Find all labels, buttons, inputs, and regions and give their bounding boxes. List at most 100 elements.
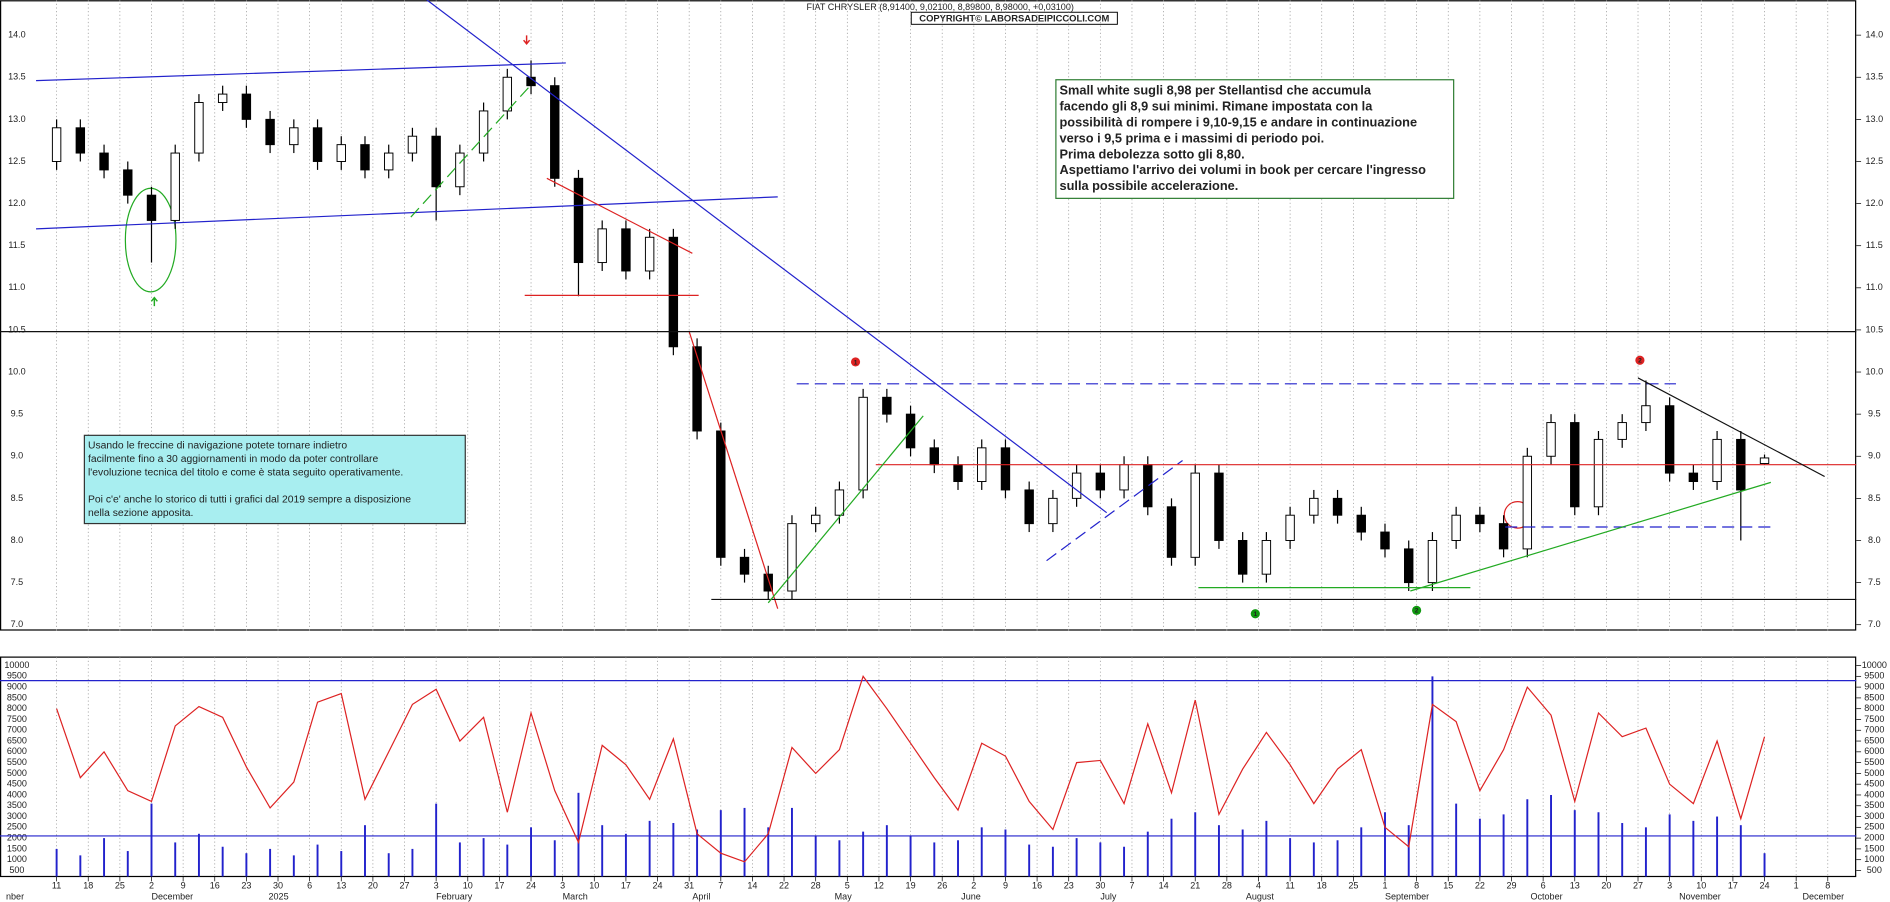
candle-body: [1166, 506, 1177, 558]
month-label: August: [1246, 891, 1275, 901]
y-tick-label: 5000: [7, 768, 27, 778]
y-tick-label: 14.0: [8, 30, 26, 40]
x-tick-label: 17: [621, 881, 631, 891]
note-text: Aspettiamo l'arrivo dei volumi in book p…: [1060, 162, 1427, 177]
x-tick-label: 14: [747, 881, 757, 891]
x-tick-label: 10: [463, 881, 473, 891]
month-label: December: [151, 891, 193, 901]
x-tick-label: 9: [1003, 881, 1008, 891]
candle-body: [1309, 497, 1319, 516]
volume-panel: [0, 656, 1857, 878]
oscillator-line: [56, 675, 1766, 863]
month-label: December: [1802, 891, 1844, 901]
y-tick-label: 12.0: [1866, 198, 1884, 208]
candle-body: [929, 447, 939, 466]
x-tick-label: 1: [1794, 881, 1799, 891]
y-tick-label: 12.5: [8, 156, 26, 166]
x-tick-label: 13: [336, 881, 346, 891]
y-tick-label: 9500: [1864, 671, 1884, 681]
candle-body: [170, 152, 180, 221]
candle-body: [1664, 405, 1675, 474]
chart-title: FIAT CHRYSLER (8,91400, 9,02100, 8,89800…: [806, 2, 1073, 12]
trendline: [767, 415, 924, 604]
x-tick-label: 31: [684, 881, 694, 891]
trendline: [1637, 377, 1825, 478]
y-tick-label: 13.5: [1866, 72, 1884, 82]
y-tick-label: 4000: [7, 789, 27, 799]
x-tick-label: 16: [210, 881, 220, 891]
marker-label: 1: [854, 359, 858, 366]
y-tick-label: 10.5: [8, 324, 26, 334]
y-tick-label: 8.5: [1868, 493, 1881, 503]
y-tick-label: 8.0: [1868, 535, 1881, 545]
candle-body: [1143, 464, 1153, 508]
y-tick-label: 7000: [7, 725, 27, 735]
trendline: [1046, 459, 1183, 562]
candle-body: [51, 127, 62, 162]
y-tick-label: 13.5: [8, 72, 26, 82]
note-text: Usando le freccine di navigazione potete…: [88, 440, 347, 451]
y-tick-label: 2000: [1864, 833, 1884, 843]
y-tick-label: 6500: [1864, 735, 1884, 745]
x-tick-label: 1: [1382, 881, 1387, 891]
month-label: May: [835, 891, 853, 901]
x-tick-label: 14: [1159, 881, 1169, 891]
marker: [1412, 605, 1422, 615]
candle-body: [1380, 531, 1390, 550]
x-tick-label: 12: [874, 881, 884, 891]
y-tick-label: 8500: [7, 692, 27, 702]
candle-body: [763, 573, 773, 592]
candle-body: [75, 127, 86, 154]
x-tick-label: 19: [906, 881, 916, 891]
y-tick-label: 7500: [1864, 714, 1884, 724]
y-tick-label: 7000: [1864, 725, 1884, 735]
y-tick-label: 11.5: [1866, 240, 1883, 250]
x-tick-label: 28: [811, 881, 821, 891]
candle-body: [621, 228, 631, 272]
y-tick-label: 1000: [7, 854, 27, 864]
candle-body: [882, 396, 892, 415]
x-tick-label: 24: [526, 881, 536, 891]
y-tick-label: 2500: [7, 822, 27, 832]
x-tick-label: 17: [1728, 881, 1738, 891]
y-tick-label: 3500: [1864, 800, 1884, 810]
x-tick-label: 27: [399, 881, 409, 891]
y-tick-label: 9.0: [1868, 451, 1881, 461]
y-tick-label: 10.0: [1866, 366, 1884, 376]
candle-body: [1285, 514, 1295, 541]
x-tick-label: 10: [589, 881, 599, 891]
x-tick-label: 3: [1667, 881, 1672, 891]
candle-body: [312, 127, 323, 162]
candle-body: [194, 102, 204, 154]
candle-body: [739, 556, 750, 575]
candle-body: [597, 228, 607, 264]
candle-body: [1000, 447, 1011, 491]
note-box: [1055, 79, 1455, 199]
y-tick-label: 13.0: [8, 114, 26, 124]
x-tick-label: 7: [718, 881, 723, 891]
y-tick-label: 2000: [7, 833, 27, 843]
note-text: sulla possibile accelerazione.: [1060, 178, 1239, 193]
x-tick-label: 25: [1348, 881, 1358, 891]
candle-body: [573, 177, 584, 264]
candle-body: [810, 514, 821, 525]
y-tick-label: 9.0: [11, 451, 24, 461]
x-tick-label: 22: [1475, 881, 1485, 891]
candle-body: [123, 169, 133, 196]
candle-body: [1475, 514, 1485, 525]
candle-body: [1332, 497, 1343, 516]
month-label: October: [1530, 891, 1562, 901]
note-box: [83, 434, 466, 525]
y-tick-label: 10000: [4, 660, 29, 670]
y-tick-label: 1500: [7, 843, 27, 853]
candle-body: [502, 76, 513, 112]
y-tick-label: 3000: [7, 811, 27, 821]
candle-body: [1356, 514, 1366, 533]
candle-body: [1498, 523, 1509, 550]
candle-body: [834, 489, 845, 516]
x-tick-label: 11: [52, 881, 61, 891]
y-tick-label: 7.5: [1868, 577, 1881, 587]
note-text: Prima debolezza sotto gli 8,80.: [1060, 146, 1245, 161]
candle-body: [431, 135, 441, 188]
x-tick-label: 5: [845, 881, 850, 891]
